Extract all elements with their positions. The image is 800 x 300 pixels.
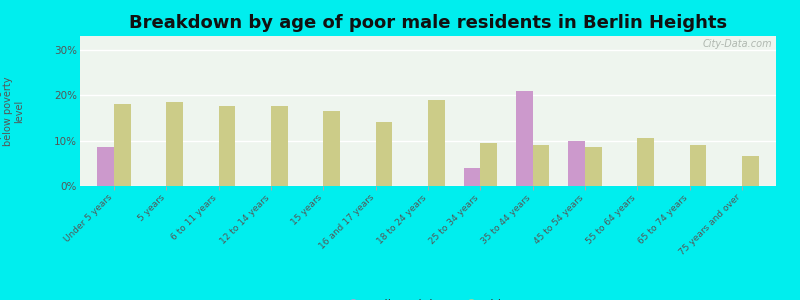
- Text: percentage
below poverty
level: percentage below poverty level: [0, 76, 25, 146]
- Bar: [428, 100, 445, 186]
- Text: City-Data.com: City-Data.com: [703, 39, 773, 49]
- Bar: [638, 138, 654, 186]
- Bar: [690, 145, 706, 186]
- Bar: [218, 106, 235, 186]
- Bar: [516, 91, 533, 186]
- Bar: [114, 104, 130, 186]
- Bar: [742, 157, 758, 186]
- Legend: Berlin Heights, Ohio: Berlin Heights, Ohio: [342, 294, 514, 300]
- Bar: [98, 147, 114, 186]
- Bar: [166, 102, 183, 186]
- Bar: [463, 168, 480, 186]
- Bar: [568, 140, 585, 186]
- Bar: [323, 111, 340, 186]
- Bar: [271, 106, 288, 186]
- Bar: [533, 145, 550, 186]
- Bar: [585, 147, 602, 186]
- Bar: [480, 143, 497, 186]
- Bar: [376, 122, 393, 186]
- Title: Breakdown by age of poor male residents in Berlin Heights: Breakdown by age of poor male residents …: [129, 14, 727, 32]
